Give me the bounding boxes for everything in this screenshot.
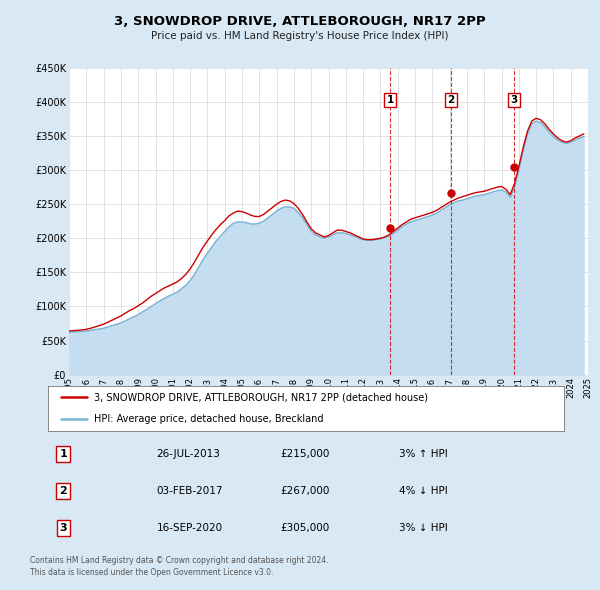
Text: 1: 1 [386, 95, 394, 105]
Text: 3% ↑ HPI: 3% ↑ HPI [399, 449, 448, 459]
Text: 26-JUL-2013: 26-JUL-2013 [157, 449, 220, 459]
Text: 3% ↓ HPI: 3% ↓ HPI [399, 523, 448, 533]
Text: Price paid vs. HM Land Registry's House Price Index (HPI): Price paid vs. HM Land Registry's House … [151, 31, 449, 41]
Text: 16-SEP-2020: 16-SEP-2020 [157, 523, 223, 533]
Text: 3: 3 [510, 95, 517, 105]
Text: 3: 3 [59, 523, 67, 533]
Text: This data is licensed under the Open Government Licence v3.0.: This data is licensed under the Open Gov… [30, 568, 274, 576]
Text: 1: 1 [59, 449, 67, 459]
Text: 3, SNOWDROP DRIVE, ATTLEBOROUGH, NR17 2PP (detached house): 3, SNOWDROP DRIVE, ATTLEBOROUGH, NR17 2P… [94, 392, 428, 402]
Text: £267,000: £267,000 [280, 486, 329, 496]
Text: HPI: Average price, detached house, Breckland: HPI: Average price, detached house, Brec… [94, 414, 324, 424]
Text: 4% ↓ HPI: 4% ↓ HPI [399, 486, 448, 496]
Text: 3, SNOWDROP DRIVE, ATTLEBOROUGH, NR17 2PP: 3, SNOWDROP DRIVE, ATTLEBOROUGH, NR17 2P… [114, 15, 486, 28]
Text: £305,000: £305,000 [280, 523, 329, 533]
Text: 03-FEB-2017: 03-FEB-2017 [157, 486, 223, 496]
Text: £215,000: £215,000 [280, 449, 329, 459]
Text: 2: 2 [448, 95, 455, 105]
Text: 2: 2 [59, 486, 67, 496]
Text: Contains HM Land Registry data © Crown copyright and database right 2024.: Contains HM Land Registry data © Crown c… [30, 556, 329, 565]
